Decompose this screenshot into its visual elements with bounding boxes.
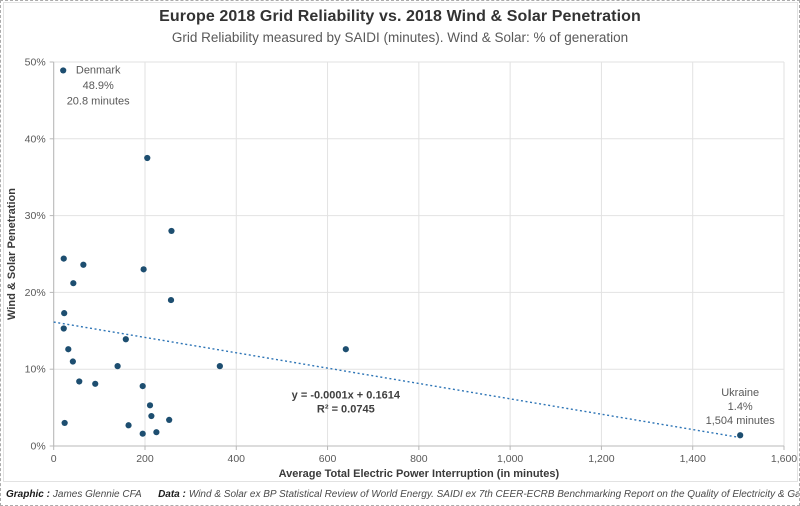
x-tick-label: 800 [410, 453, 428, 465]
y-tick-label: 40% [25, 133, 46, 145]
annotation-label: 48.9% [83, 80, 114, 92]
annotation-label: 20.8 minutes [67, 95, 130, 107]
data-point [144, 154, 151, 162]
data-point [69, 358, 76, 365]
x-tick-label: 1,000 [497, 453, 523, 465]
chart-plot-box [3, 2, 798, 482]
data-point [216, 363, 223, 370]
data-point [125, 422, 132, 429]
x-tick-label: 400 [228, 453, 246, 465]
data-point [148, 412, 155, 420]
graphic-credit-value: James Glennie CFA [52, 489, 142, 500]
data-point [122, 336, 129, 343]
trendline [53, 321, 741, 439]
data-point [76, 378, 83, 385]
data-point [166, 416, 173, 423]
x-tick-label: 1,400 [680, 453, 706, 465]
scatter-chart: 0% 10% 20% 30% 40% 50% 0 200 400 600 800 1,000 1,200… [6, 57, 797, 481]
annotation-label: Ukraine [721, 387, 759, 399]
data-point [342, 346, 349, 353]
data-point [70, 280, 77, 287]
y-tick-label: 30% [25, 210, 46, 222]
data-point [80, 261, 87, 268]
data-point [60, 325, 67, 332]
y-tick-label: 50% [25, 57, 46, 69]
data-point [146, 402, 154, 409]
x-axis-title: Average Total Electric Power Interruptio… [279, 468, 560, 480]
trendline-equation: y = -0.0001x + 0.1614 [292, 389, 401, 401]
chart-title: Europe 2018 Grid Reliability vs. 2018 Wi… [159, 8, 641, 25]
y-tick-label: 20% [25, 287, 46, 299]
data-point [153, 429, 160, 436]
source-credit: Graphic : James Glennie CFA Data : Wind & … [6, 489, 799, 500]
annotation-label: 1.4% [728, 401, 753, 413]
data-credit-label: Data : [158, 489, 186, 500]
data-point [114, 363, 121, 370]
y-tick-label: 10% [25, 364, 46, 376]
x-tick-label: 200 [136, 453, 154, 465]
data-point [139, 382, 146, 390]
data-point [168, 227, 175, 235]
annotation-label: Denmark [76, 64, 121, 76]
annotation-label: 1,504 minutes [706, 415, 776, 427]
data-point [65, 346, 72, 353]
data-point [140, 266, 147, 273]
graphic-credit-label: Graphic : [6, 489, 50, 500]
data-point [61, 310, 68, 317]
data-point [61, 419, 68, 427]
data-credit-value: Wind & Solar ex BP Statistical Review of… [188, 489, 799, 500]
data-point [60, 255, 67, 262]
data-point [167, 296, 175, 304]
y-tick-label: 0% [31, 441, 46, 453]
data-point [139, 430, 146, 437]
data-point [737, 432, 744, 439]
x-tick-label: 600 [319, 453, 337, 465]
x-tick-label: 0 [51, 453, 57, 465]
x-tick-label: 1,200 [588, 453, 614, 465]
data-point [60, 67, 67, 74]
chart-header: Europe 2018 Grid Reliability vs. 2018 Wi… [1, 8, 799, 45]
y-axis-title: Wind & Solar Penetration [6, 188, 18, 320]
chart-subtitle: Grid Reliability measured by SAIDI (minu… [171, 30, 629, 45]
x-tick-label: 1,600 [771, 453, 797, 465]
trendline-r-squared: R² = 0.0745 [317, 403, 375, 415]
data-point [92, 380, 99, 387]
